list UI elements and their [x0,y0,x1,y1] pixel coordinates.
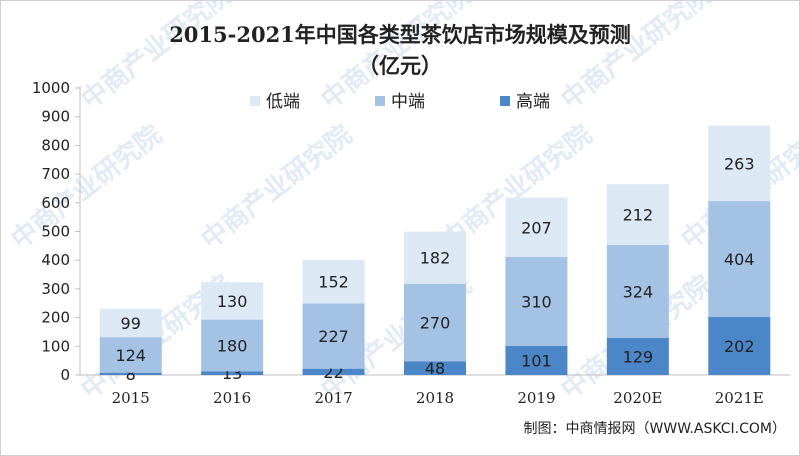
x-tick-label: 2017 [314,389,352,407]
y-tick-label: 400 [41,251,70,269]
watermark-text: 中商产业研究院 [75,0,238,116]
data-label: 212 [623,206,654,225]
bar-segment [201,282,264,320]
bar-segment [302,368,365,375]
y-tick-label: 600 [41,194,70,212]
data-label: 8 [126,365,136,384]
bar-segment [708,201,771,318]
bar-segment [505,197,568,258]
chart-subtitle: （亿元） [358,53,442,78]
bar-segment [708,317,771,375]
legend-label: 低端 [266,92,300,112]
bar-segment [99,308,162,338]
bar-segment [606,184,669,245]
y-tick-label: 700 [41,165,70,183]
bar-segment [404,361,466,375]
data-label: 202 [724,337,755,356]
y-axis: 0 100 200 300 400 500 600 700 800 900 1000 [32,79,81,384]
y-tick-label: 0 [60,366,70,384]
data-label: 48 [425,359,445,378]
data-label: 227 [318,327,349,346]
legend-label: 高端 [516,92,550,112]
legend-label: 中端 [391,92,425,112]
legend: 低端 中端 高端 [250,92,550,112]
watermark-text: 中商产业研究院 [5,119,168,255]
data-label: 310 [521,293,552,312]
data-label: 207 [521,218,552,237]
y-tick-label: 200 [41,309,70,327]
data-label: 129 [623,347,654,366]
data-label: 404 [724,250,755,269]
x-tick-label: 2020E [613,389,662,407]
bars: 8124991318013022227152482701821013102071… [99,125,771,384]
bar-segment [505,346,568,375]
bar-segment [606,337,669,375]
data-label: 130 [217,292,248,311]
x-tick-label: 2016 [213,389,251,407]
bar-segment [99,337,162,373]
data-label: 124 [115,346,146,365]
data-label: 99 [121,314,141,333]
y-tick-label: 900 [41,108,70,126]
bar-segment [201,319,264,372]
bar-segment [505,257,568,347]
x-tick-label: 2021E [715,389,764,407]
x-axis: 2015 2016 2017 2018 2019 2020E 2021E [80,374,790,407]
legend-swatch [500,96,510,106]
bar-segment [404,283,466,362]
data-label: 263 [724,154,755,173]
y-tick-label: 100 [41,337,70,355]
x-tick-label: 2015 [112,389,150,407]
x-tick-label: 2019 [517,389,555,407]
watermark-text: 中商产业研究院 [555,0,718,116]
legend-swatch [375,96,385,106]
x-tick-label: 2018 [416,389,454,407]
bar-segment [99,372,162,375]
source-note: 制图：中商情报网（WWW.ASKCI.COM） [524,421,786,437]
bar-segment [201,371,264,375]
data-label: 324 [623,282,654,301]
data-label: 270 [420,313,451,332]
bar-segment [708,125,771,202]
y-tick-label: 300 [41,280,70,298]
bar-segment [606,244,669,338]
data-label: 180 [217,336,248,355]
bar-segment [404,231,466,284]
y-tick-label: 800 [41,136,70,154]
data-label: 152 [318,273,349,292]
watermark-text: 中商产业研究院 [195,119,358,255]
legend-swatch [250,96,260,106]
bar-segment [302,259,365,304]
chart-title: 2015-2021年中国各类型茶饮店市场规模及预测 [169,22,631,47]
data-label: 182 [420,249,451,268]
y-tick-label: 500 [41,223,70,241]
bar-segment [302,303,365,369]
data-label: 101 [521,352,552,371]
y-tick-label: 1000 [32,79,70,97]
